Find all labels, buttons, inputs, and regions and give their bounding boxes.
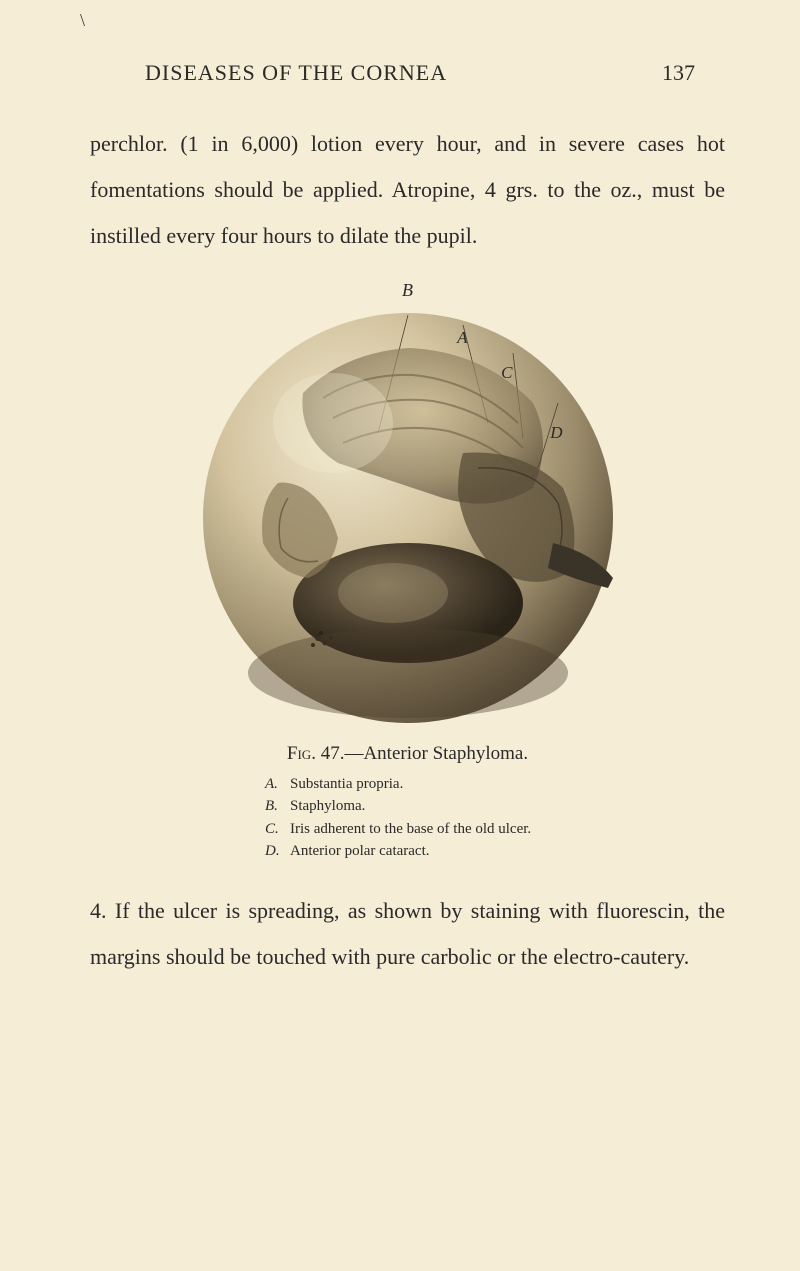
legend-key: C. (265, 818, 290, 841)
paragraph-1: perchlor. (1 in 6,000) lotion every hour… (90, 121, 725, 260)
figure-caption: Fig. 47.—Anterior Staphyloma. (90, 743, 725, 765)
page-header: DISEASES OF THE CORNEA 137 (90, 60, 725, 86)
legend-item: A. Substantia propria. (265, 773, 725, 796)
legend-key: B. (265, 795, 290, 818)
figure-label-a: A (457, 328, 467, 348)
figure-image: A C D (183, 303, 633, 733)
paragraph-2: 4. If the ulcer is spreading, as shown b… (90, 888, 725, 980)
figure-label-d: D (550, 423, 562, 443)
legend-item: C. Iris adherent to the base of the old … (265, 818, 725, 841)
figure-47: B A C D (90, 280, 725, 863)
figure-legend: A. Substantia propria. B. Staphyloma. C.… (265, 773, 725, 863)
figure-label-c: C (501, 363, 512, 383)
legend-item: D. Anterior polar cataract. (265, 840, 725, 863)
staphyloma-illustration (183, 303, 633, 733)
legend-text: Staphyloma. (290, 795, 365, 818)
legend-key: D. (265, 840, 290, 863)
legend-text: Substantia propria. (290, 773, 403, 796)
figure-number: Fig. 47. (287, 743, 345, 764)
legend-text: Anterior polar cataract. (290, 840, 430, 863)
legend-text: Iris adherent to the base of the old ulc… (290, 818, 531, 841)
page-number: 137 (662, 60, 695, 86)
legend-key: A. (265, 773, 290, 796)
page-mark: \ (80, 10, 85, 31)
figure-label-b: B (90, 280, 725, 301)
figure-caption-text: —Anterior Staphyloma. (344, 743, 528, 764)
chapter-title: DISEASES OF THE CORNEA (145, 60, 447, 86)
legend-item: B. Staphyloma. (265, 795, 725, 818)
page-content: DISEASES OF THE CORNEA 137 perchlor. (1 … (0, 0, 800, 1271)
